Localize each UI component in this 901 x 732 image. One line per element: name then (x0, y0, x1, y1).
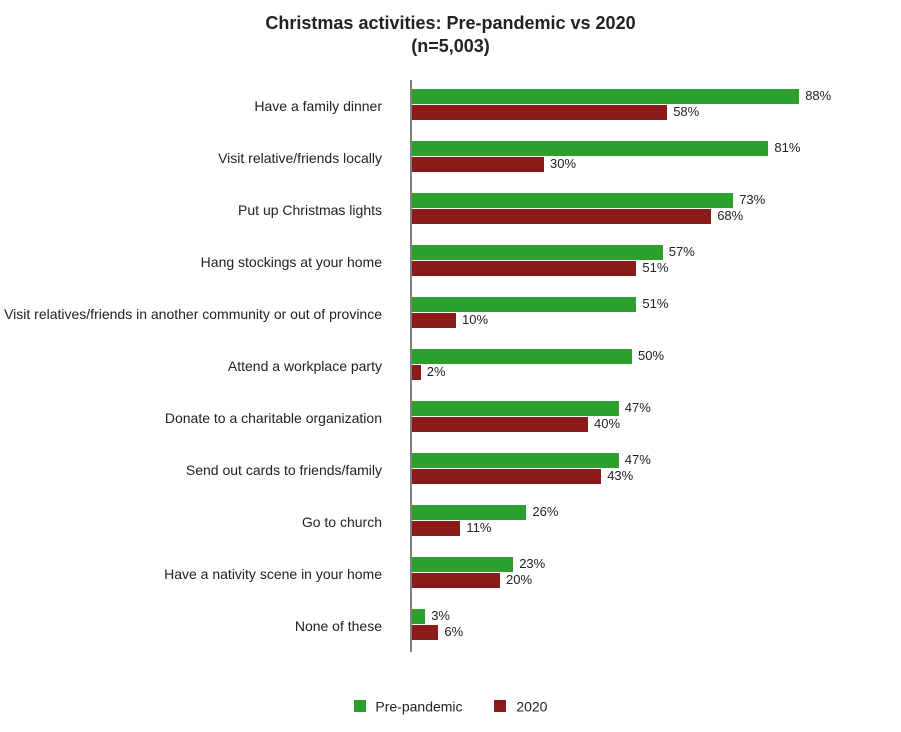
chart-title-line2: (n=5,003) (411, 36, 490, 56)
bar-2020 (412, 625, 438, 640)
bar-2020 (412, 157, 544, 172)
category-label: Donate to a charitable organization (0, 410, 390, 426)
value-label-2020: 51% (642, 260, 668, 275)
category-label: Attend a workplace party (0, 358, 390, 374)
bar-2020 (412, 105, 667, 120)
bar-pre-pandemic (412, 245, 663, 260)
category-label: Send out cards to friends/family (0, 462, 390, 478)
category-label: None of these (0, 618, 390, 634)
bar-pre-pandemic (412, 349, 632, 364)
plot-area: Have a family dinner 88% 58% Visit relative… (0, 80, 901, 660)
bar-2020 (412, 261, 636, 276)
value-label-2020: 2% (427, 364, 446, 379)
value-label-2020: 11% (466, 520, 491, 535)
value-label-2020: 20% (506, 572, 532, 587)
bar-pre-pandemic (412, 609, 425, 624)
value-label-pre-pandemic: 26% (532, 504, 558, 519)
bar-pre-pandemic (412, 401, 619, 416)
category-label: Go to church (0, 514, 390, 530)
category-label: Visit relative/friends locally (0, 150, 390, 166)
value-label-2020: 10% (462, 312, 488, 327)
bar-row: Visit relatives/friends in another commu… (0, 294, 901, 334)
bar-row: Have a nativity scene in your home 23%20% (0, 554, 901, 594)
bar-row: Send out cards to friends/family 47%43% (0, 450, 901, 490)
bar-row: Attend a workplace party 50% 2% (0, 346, 901, 386)
category-label: Have a nativity scene in your home (0, 566, 390, 582)
value-label-pre-pandemic: 50% (638, 348, 664, 363)
category-label: Visit relatives/friends in another commu… (0, 306, 390, 322)
value-label-2020: 43% (607, 468, 633, 483)
bar-row: Put up Christmas lights 73%68% (0, 190, 901, 230)
bar-2020 (412, 417, 588, 432)
bar-pre-pandemic (412, 141, 768, 156)
value-label-pre-pandemic: 88% (805, 88, 831, 103)
bar-row: Hang stockings at your home 57%51% (0, 242, 901, 282)
legend-label-2020: 2020 (516, 698, 547, 714)
bar-row: Have a family dinner 88% 58% (0, 86, 901, 126)
bar-2020 (412, 573, 500, 588)
chart-title-line1: Christmas activities: Pre-pandemic vs 20… (265, 13, 635, 33)
bar-pre-pandemic (412, 89, 799, 104)
bar-2020 (412, 313, 456, 328)
chart-title: Christmas activities: Pre-pandemic vs 20… (0, 12, 901, 57)
bar-row: Visit relative/friends locally 81% 30% (0, 138, 901, 178)
value-label-2020: 40% (594, 416, 620, 431)
category-label: Have a family dinner (0, 98, 390, 114)
legend-swatch-2020 (494, 700, 506, 712)
legend-label-pre-pandemic: Pre-pandemic (375, 698, 462, 714)
bar-pre-pandemic (412, 505, 526, 520)
legend-item-2020: 2020 (494, 697, 547, 714)
bar-2020 (412, 209, 711, 224)
value-label-2020: 68% (717, 208, 743, 223)
value-label-pre-pandemic: 73% (739, 192, 765, 207)
category-label: Hang stockings at your home (0, 254, 390, 270)
legend-swatch-pre-pandemic (354, 700, 366, 712)
bar-row: None of these 3%6% (0, 606, 901, 646)
value-label-2020: 6% (444, 624, 463, 639)
bar-pre-pandemic (412, 297, 636, 312)
value-label-2020: 30% (550, 156, 576, 171)
value-label-pre-pandemic: 51% (642, 296, 668, 311)
value-label-pre-pandemic: 57% (669, 244, 695, 259)
bar-row: Go to church 26% 11% (0, 502, 901, 542)
legend: Pre-pandemic 2020 (0, 697, 901, 714)
bar-2020 (412, 469, 601, 484)
value-label-pre-pandemic: 47% (625, 400, 651, 415)
chart-container: Christmas activities: Pre-pandemic vs 20… (0, 0, 901, 732)
bar-pre-pandemic (412, 557, 513, 572)
value-label-pre-pandemic: 81% (774, 140, 800, 155)
value-label-pre-pandemic: 23% (519, 556, 545, 571)
legend-item-pre-pandemic: Pre-pandemic (354, 697, 463, 714)
value-label-pre-pandemic: 3% (431, 608, 450, 623)
bar-pre-pandemic (412, 193, 733, 208)
value-label-2020: 58% (673, 104, 699, 119)
category-label: Put up Christmas lights (0, 202, 390, 218)
bar-2020 (412, 365, 421, 380)
bar-row: Donate to a charitable organization 47% 40… (0, 398, 901, 438)
bar-pre-pandemic (412, 453, 619, 468)
value-label-pre-pandemic: 47% (625, 452, 651, 467)
bar-2020 (412, 521, 460, 536)
